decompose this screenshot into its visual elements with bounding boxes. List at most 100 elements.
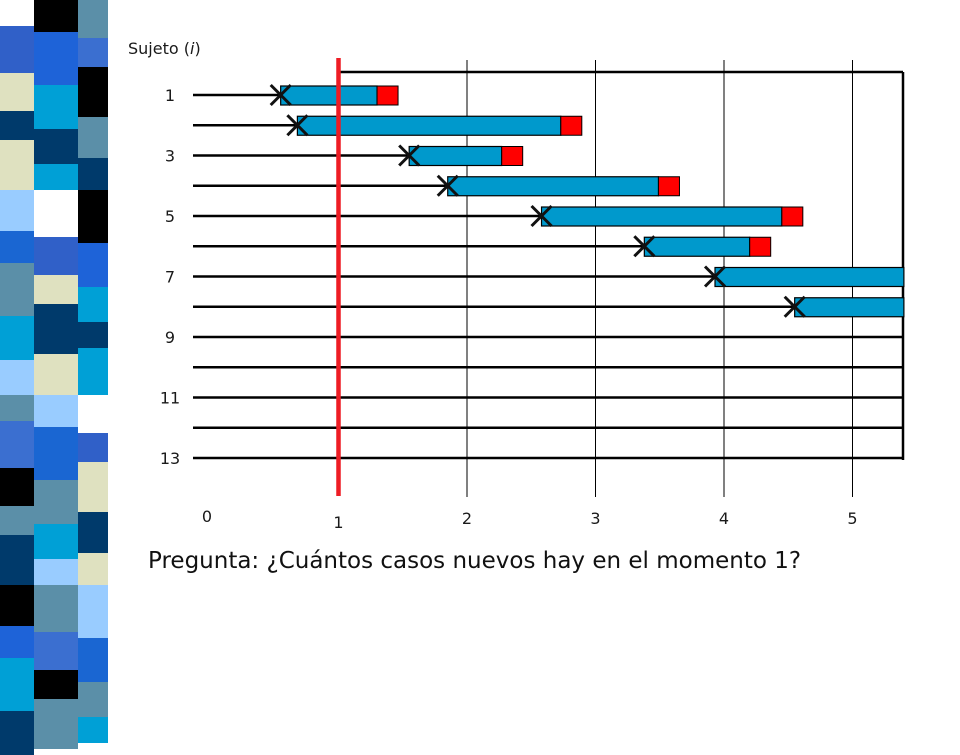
stripe-block <box>0 111 34 140</box>
stripe-block <box>34 129 78 164</box>
time-label: 4 <box>719 509 729 528</box>
event-box <box>657 176 680 197</box>
event-box <box>501 146 524 166</box>
stripe-block <box>0 585 34 626</box>
stripe-block <box>0 506 34 535</box>
event-box <box>376 85 399 106</box>
entry-mark-stroke <box>436 174 459 197</box>
stripe-block <box>34 670 78 699</box>
follow-up-bar <box>794 297 905 318</box>
subject-row-6 <box>193 235 772 258</box>
follow-up-bar <box>540 206 783 227</box>
stripe-block <box>0 626 34 658</box>
stripe-block <box>0 73 34 111</box>
stripe-block <box>78 512 108 553</box>
stripe-block <box>78 585 108 638</box>
stripe-block <box>0 395 34 421</box>
stripe-block <box>34 164 78 190</box>
stripe-block <box>34 304 78 354</box>
stripe-block <box>78 638 108 682</box>
stripe-block <box>78 322 108 348</box>
stripe-block <box>34 32 78 85</box>
stripe-block <box>34 190 78 237</box>
stripe-block <box>34 395 78 427</box>
stripe-block <box>78 67 108 117</box>
question-text: Pregunta: ¿Cuántos casos nuevos hay en e… <box>148 548 802 574</box>
stripe-block <box>0 190 34 231</box>
stripe-block <box>34 480 78 524</box>
entry-mark-stroke <box>398 144 421 167</box>
subject-row-7 <box>193 265 905 288</box>
follow-up-bar <box>408 145 503 167</box>
stripe-block <box>78 190 108 243</box>
time-label: 5 <box>847 509 857 528</box>
subject-row-4 <box>193 174 680 197</box>
subject-label: 3 <box>165 147 175 166</box>
time-label: 2 <box>462 509 472 528</box>
stripe-block <box>0 263 34 316</box>
decorative-side-stripe <box>0 0 108 755</box>
stripe-block <box>78 287 108 322</box>
stripe-block <box>78 395 108 433</box>
stripe-block <box>78 0 108 38</box>
time-label: 1 <box>333 513 343 532</box>
stripe-block <box>34 237 78 275</box>
subject-row-1 <box>193 83 399 107</box>
subject-label: 7 <box>165 268 175 287</box>
stripe-block <box>0 360 34 395</box>
stripe-block <box>0 658 34 711</box>
follow-up-bar <box>280 85 378 106</box>
entry-mark-stroke <box>286 114 309 137</box>
time-label: 0 <box>202 507 212 526</box>
stripe-block <box>0 140 34 190</box>
stripe-block <box>34 85 78 129</box>
stripe-block <box>0 0 34 26</box>
stripe-block <box>34 427 78 480</box>
stripe-block <box>0 26 34 73</box>
subject-row-8 <box>193 295 905 318</box>
subject-label: 13 <box>160 449 180 468</box>
stripe-block <box>34 632 78 670</box>
subject-label: 9 <box>165 328 175 347</box>
event-box <box>781 206 804 227</box>
stripe-block <box>34 354 78 395</box>
stripe-block <box>34 0 78 32</box>
stripe-block <box>78 38 108 67</box>
stripe-block <box>78 348 108 395</box>
entry-mark-stroke <box>633 235 656 258</box>
subject-row-5 <box>193 204 804 228</box>
stripe-block <box>78 243 108 287</box>
stripe-block <box>78 682 108 717</box>
subject-rows <box>193 58 905 496</box>
stripe-block <box>78 158 108 190</box>
stripe-block <box>34 524 78 559</box>
stripe-block <box>78 553 108 585</box>
entry-mark-stroke <box>783 295 806 318</box>
subject-label: 5 <box>165 207 175 226</box>
stripe-block <box>78 462 108 512</box>
event-box <box>560 115 583 136</box>
stripe-block <box>34 559 78 585</box>
entry-mark-stroke <box>269 83 292 107</box>
time-gridlines <box>337 60 905 497</box>
stripe-block <box>0 535 34 585</box>
stripe-block <box>78 433 108 462</box>
stripe-block <box>78 717 108 743</box>
stripe-block <box>0 316 34 360</box>
subject-row-3 <box>193 144 524 167</box>
stripe-block <box>0 468 34 506</box>
time-label: 3 <box>590 509 600 528</box>
follow-up-bar <box>447 176 660 197</box>
stripe-block <box>78 117 108 158</box>
stripe-block <box>34 275 78 304</box>
entry-mark-stroke <box>530 204 553 228</box>
follow-up-bar <box>714 266 905 288</box>
follow-up-bar <box>643 236 751 257</box>
subject-label: 1 <box>165 86 175 105</box>
time-tick-labels: 0 1 2 3 4 5 <box>202 507 858 532</box>
stripe-block <box>0 231 34 263</box>
subject-axis-title: Sujeto (i) <box>128 39 201 58</box>
entry-mark-stroke <box>703 265 727 288</box>
